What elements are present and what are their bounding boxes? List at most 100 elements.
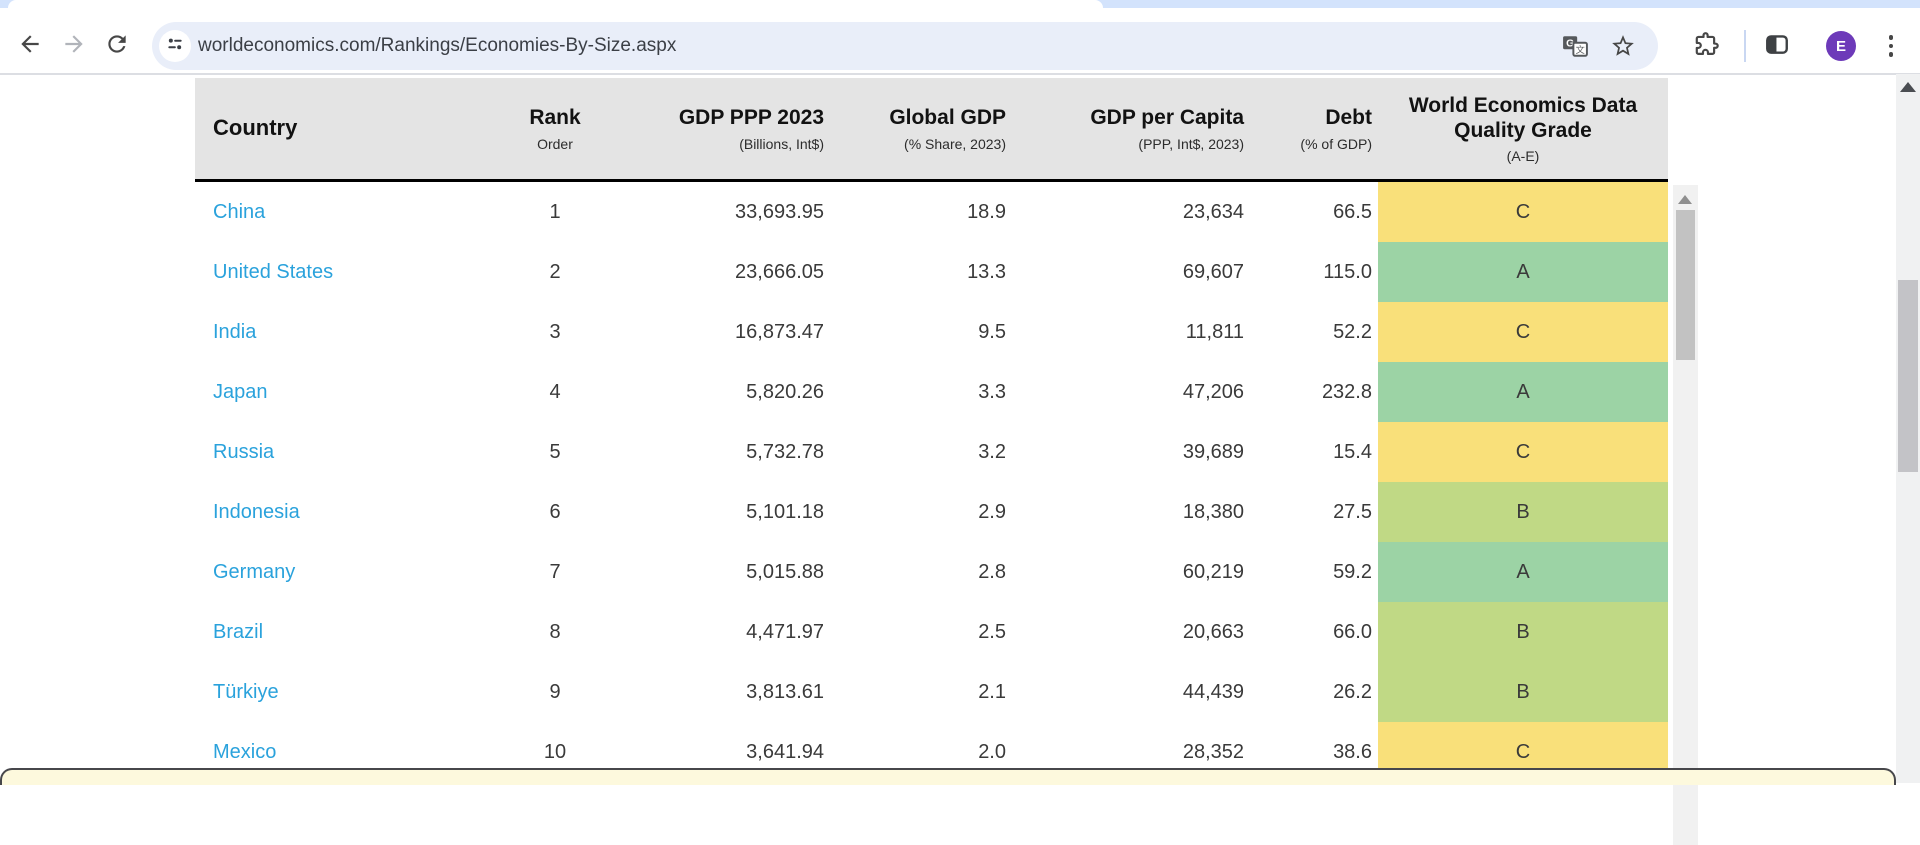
column-header-rank[interactable]: Rank Order	[529, 106, 581, 152]
gdp-ppp-cell: 5,015.88	[746, 560, 824, 583]
column-header-gdp-ppp[interactable]: GDP PPP 2023 (Billions, Int$)	[678, 106, 824, 152]
country-link-text[interactable]: Germany	[213, 560, 296, 583]
table-scrollbar[interactable]	[1673, 185, 1698, 845]
column-header-country[interactable]: Country	[213, 115, 298, 141]
window-scrollbar-up-icon[interactable]	[1900, 82, 1916, 92]
country-link[interactable]: India	[195, 321, 500, 344]
gdp-per-capita-cell: 60,219	[1182, 560, 1244, 583]
svg-text:G: G	[1566, 39, 1574, 50]
table-row: China 1 33,693.95 18.9 23,634 66.5 C	[195, 182, 1668, 242]
country-link[interactable]: Mexico	[195, 741, 500, 764]
global-gdp-cell: 3.2	[978, 440, 1006, 463]
gdp-ppp-cell: 5,101.18	[746, 500, 824, 523]
gdp-ppp-cell: 23,666.05	[735, 260, 824, 283]
country-link[interactable]: Russia	[195, 441, 500, 464]
country-link-text[interactable]: India	[213, 320, 257, 343]
site-info-button[interactable]	[159, 30, 191, 62]
table-scrollbar-thumb[interactable]	[1676, 210, 1695, 360]
tab-strip	[0, 0, 1920, 8]
country-link[interactable]: Germany	[195, 561, 500, 584]
country-link[interactable]: China	[195, 201, 500, 224]
cookie-notice-bar[interactable]	[0, 768, 1896, 785]
gdp-per-capita-cell: 69,607	[1182, 260, 1244, 283]
grade-cell: B	[1378, 602, 1668, 662]
rank-cell: 3	[549, 320, 561, 343]
table-row: Germany 7 5,015.88 2.8 60,219 59.2 A	[195, 542, 1668, 602]
reload-icon	[104, 31, 130, 62]
svg-text:文: 文	[1576, 44, 1585, 55]
country-link[interactable]: Japan	[195, 381, 500, 404]
table-body: China 1 33,693.95 18.9 23,634 66.5 C United Sta…	[195, 182, 1668, 782]
global-gdp-cell: 2.0	[978, 740, 1006, 763]
forward-button[interactable]	[60, 32, 88, 60]
translate-button[interactable]: G 文	[1562, 33, 1588, 59]
country-link-text[interactable]: United States	[213, 260, 334, 283]
country-link-text[interactable]: Brazil	[213, 620, 264, 643]
global-gdp-cell: 18.9	[967, 200, 1006, 223]
country-link[interactable]: United States	[195, 261, 500, 284]
gdp-per-capita-cell: 39,689	[1182, 440, 1244, 463]
back-button[interactable]	[16, 32, 44, 60]
url-text[interactable]: worldeconomics.com/Rankings/Economies-By…	[198, 35, 677, 56]
country-link[interactable]: Türkiye	[195, 681, 500, 704]
column-header-gdp-per-capita[interactable]: GDP per Capita (PPP, Int$, 2023)	[1090, 106, 1244, 152]
gdp-per-capita-cell: 23,634	[1182, 200, 1244, 223]
global-gdp-cell: 3.3	[978, 380, 1006, 403]
country-link-text[interactable]: Japan	[213, 380, 268, 403]
toolbar-divider	[0, 73, 1920, 75]
star-icon	[1610, 35, 1636, 63]
debt-cell: 66.5	[1333, 200, 1372, 223]
back-arrow-icon	[17, 31, 43, 62]
forward-arrow-icon	[61, 31, 87, 62]
debt-cell: 115.0	[1323, 260, 1372, 283]
global-gdp-cell: 9.5	[978, 320, 1006, 343]
toolbar-separator	[1744, 30, 1746, 62]
gdp-per-capita-cell: 11,811	[1185, 320, 1244, 343]
country-link[interactable]: Brazil	[195, 621, 500, 644]
debt-cell: 52.2	[1333, 320, 1372, 343]
grade-cell: C	[1378, 302, 1668, 362]
country-link[interactable]: Indonesia	[195, 501, 500, 524]
column-header-global-gdp[interactable]: Global GDP (% Share, 2023)	[889, 106, 1006, 152]
browser-menu-button[interactable]	[1882, 32, 1900, 60]
debt-cell: 66.0	[1333, 620, 1372, 643]
global-gdp-cell: 2.8	[978, 560, 1006, 583]
table-scrollbar-up-icon[interactable]	[1678, 195, 1692, 204]
side-panel-icon	[1764, 31, 1790, 62]
country-link-text[interactable]: Russia	[213, 440, 275, 463]
rank-cell: 4	[549, 380, 561, 403]
rank-cell: 2	[549, 260, 561, 283]
country-link-text[interactable]: China	[213, 200, 266, 223]
address-bar[interactable]: worldeconomics.com/Rankings/Economies-By…	[152, 22, 1658, 70]
three-dot-menu-icon	[1888, 35, 1894, 40]
google-translate-icon: G 文	[1562, 36, 1588, 63]
grade-cell: B	[1378, 662, 1668, 722]
window-scrollbar-thumb[interactable]	[1898, 280, 1918, 472]
gdp-ppp-cell: 3,813.61	[746, 680, 824, 703]
reload-button[interactable]	[103, 32, 131, 60]
grade-cell: C	[1378, 182, 1668, 242]
country-link-text[interactable]: Indonesia	[213, 500, 300, 523]
country-link-text[interactable]: Mexico	[213, 740, 277, 763]
active-tab[interactable]	[8, 0, 1103, 8]
gdp-ppp-cell: 5,732.78	[746, 440, 824, 463]
global-gdp-cell: 2.1	[978, 680, 1006, 703]
page-content: Country Rank Order GDP PPP 2023 (Billion…	[0, 75, 1896, 845]
rank-cell: 7	[549, 560, 561, 583]
table-row: Brazil 8 4,471.97 2.5 20,663 66.0 B	[195, 602, 1668, 662]
debt-cell: 38.6	[1333, 740, 1372, 763]
gdp-per-capita-cell: 28,352	[1182, 740, 1244, 763]
grade-cell: B	[1378, 482, 1668, 542]
side-panel-button[interactable]	[1763, 32, 1791, 60]
column-header-data-quality[interactable]: World Economics Data Quality Grade (A-E)	[1408, 93, 1638, 165]
rank-cell: 6	[549, 500, 561, 523]
extensions-button[interactable]	[1692, 31, 1720, 60]
debt-cell: 232.8	[1321, 380, 1372, 403]
country-link-text[interactable]: Türkiye	[213, 680, 279, 703]
bookmark-button[interactable]	[1610, 33, 1636, 59]
gdp-ppp-cell: 33,693.95	[735, 200, 824, 223]
column-header-debt[interactable]: Debt (% of GDP)	[1300, 106, 1372, 152]
table-header-row: Country Rank Order GDP PPP 2023 (Billion…	[195, 78, 1668, 182]
profile-avatar[interactable]: E	[1826, 31, 1856, 61]
window-scrollbar[interactable]	[1896, 74, 1920, 783]
